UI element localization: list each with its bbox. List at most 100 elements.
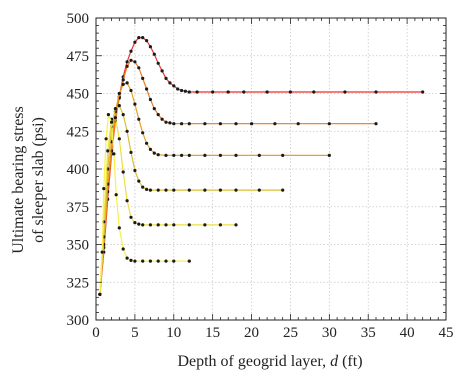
data-point — [148, 147, 152, 151]
data-point — [187, 259, 191, 263]
data-point — [164, 259, 168, 263]
data-point — [203, 153, 207, 157]
y-axis-title-line1: Ultimate bearing stress — [10, 106, 27, 254]
data-point — [281, 153, 285, 157]
x-tick-label: 20 — [244, 325, 259, 341]
data-point — [164, 120, 168, 124]
data-point — [226, 90, 230, 94]
data-point — [273, 122, 277, 126]
data-point — [141, 259, 145, 263]
data-point — [114, 193, 118, 197]
data-point — [152, 107, 156, 111]
data-point — [110, 120, 114, 124]
data-point — [137, 66, 141, 70]
data-point — [156, 259, 160, 263]
data-point — [343, 90, 347, 94]
x-tick-label: 30 — [322, 325, 337, 341]
data-point — [145, 87, 149, 91]
data-point — [152, 151, 156, 155]
data-point — [125, 256, 129, 260]
data-point — [145, 187, 149, 191]
data-point — [281, 188, 285, 192]
data-point — [312, 90, 316, 94]
data-point — [113, 107, 117, 111]
data-point — [137, 117, 141, 121]
x-tick-label: 35 — [361, 325, 376, 341]
data-point — [121, 247, 125, 251]
y-tick-label: 450 — [67, 87, 90, 103]
data-point — [113, 116, 117, 120]
data-point — [421, 90, 425, 94]
data-point — [234, 122, 238, 126]
y-tick-label: 300 — [67, 313, 90, 329]
data-point — [218, 223, 222, 227]
data-point — [104, 137, 108, 141]
data-point — [117, 104, 121, 108]
data-point — [164, 223, 168, 227]
data-point — [164, 153, 168, 157]
y-tick-label: 425 — [67, 124, 90, 140]
data-point — [152, 52, 156, 56]
axis-ticks — [95, 17, 447, 321]
data-point — [129, 215, 133, 219]
y-tick-label: 400 — [67, 162, 90, 178]
data-point — [203, 188, 207, 192]
x-tick-label: 0 — [92, 325, 100, 341]
data-point — [327, 153, 331, 157]
data-point — [172, 223, 176, 227]
data-point — [218, 122, 222, 126]
data-point — [195, 90, 199, 94]
data-point — [125, 129, 129, 133]
data-point — [112, 152, 116, 156]
data-point — [187, 223, 191, 227]
data-point — [145, 141, 149, 145]
data-point — [156, 113, 160, 117]
data-point — [156, 223, 160, 227]
data-point — [234, 188, 238, 192]
data-point — [129, 150, 133, 154]
data-point — [168, 81, 172, 85]
data-point — [106, 149, 110, 153]
data-point — [211, 90, 215, 94]
data-point — [156, 153, 160, 157]
data-point — [265, 90, 269, 94]
x-tick-label: 5 — [131, 325, 139, 341]
data-point — [141, 36, 145, 40]
data-point — [176, 87, 180, 91]
data-point — [125, 81, 129, 85]
data-point — [106, 113, 110, 117]
data-point — [257, 153, 261, 157]
data-point — [125, 60, 129, 64]
data-point — [129, 258, 133, 262]
data-point — [117, 91, 121, 96]
data-point — [183, 89, 187, 93]
tick-labels: 0 5 10 15 20 25 30 35 40 45 300 325 350 375 400 425 450 4… — [67, 11, 454, 341]
data-point — [148, 45, 152, 49]
data-point — [141, 223, 145, 227]
x-tick-label: 45 — [439, 325, 454, 341]
data-point — [133, 221, 137, 225]
data-point — [121, 82, 125, 86]
data-point — [141, 76, 145, 80]
data-point — [133, 40, 137, 44]
data-point — [172, 84, 176, 88]
data-point — [257, 188, 261, 192]
data-point — [148, 259, 152, 263]
data-point — [121, 170, 125, 174]
data-point — [296, 122, 300, 126]
data-point — [148, 97, 152, 102]
data-point — [172, 188, 176, 192]
data-point — [203, 223, 207, 227]
data-point — [141, 131, 145, 135]
data-point — [218, 188, 222, 192]
data-point — [145, 39, 149, 43]
data-point — [180, 153, 184, 157]
data-point — [187, 90, 191, 94]
data-point — [117, 137, 121, 141]
series-6 — [98, 113, 191, 296]
data-point — [242, 90, 246, 94]
data-point — [203, 122, 207, 126]
y-axis-title-line2: of sleeper slab (psi) — [30, 117, 47, 243]
data-point — [137, 179, 141, 183]
data-point — [164, 188, 168, 192]
